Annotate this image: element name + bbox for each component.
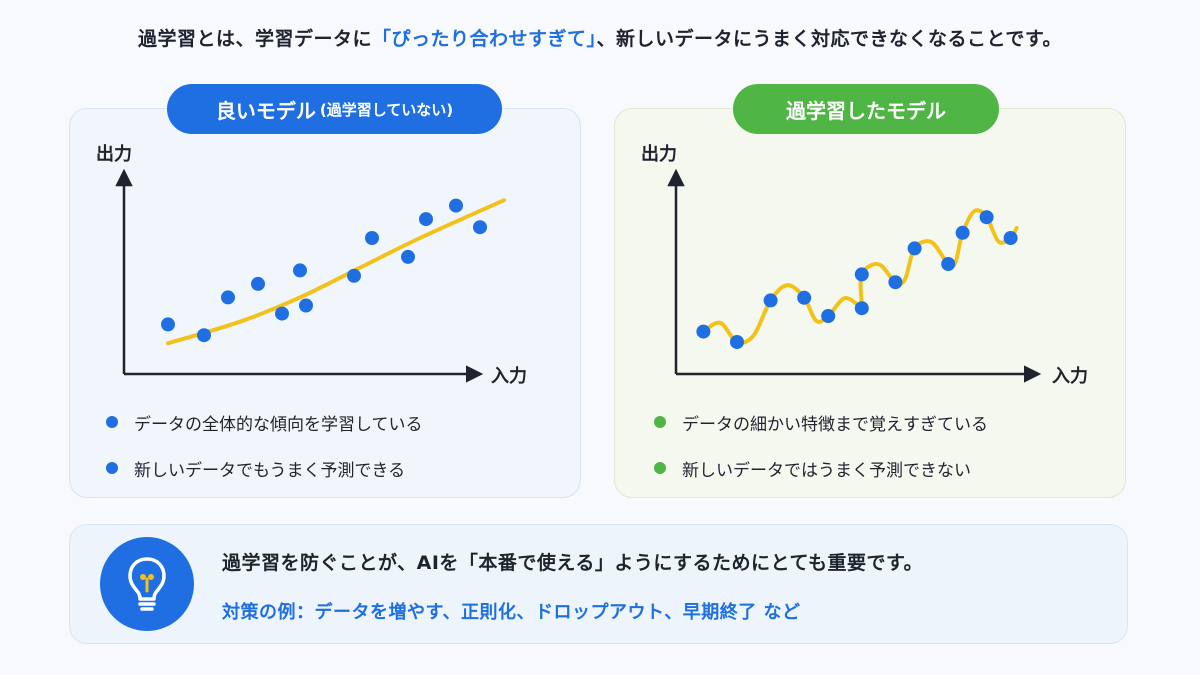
list-item: データの細かい特徴まで覚えすぎている (654, 410, 988, 435)
good-model-title-sub: (過学習していない) (319, 100, 454, 119)
summary-main-text: 過学習を防ぐことが、AIを「本番で使える」ようにするためにとても重要です。 (222, 552, 924, 574)
overfit-x-label: 入力 (1052, 366, 1088, 387)
bullet-dot (106, 462, 118, 474)
data-point (293, 263, 307, 278)
good-y-label: 出力 (96, 144, 132, 165)
data-point (401, 249, 415, 264)
data-point (449, 198, 463, 213)
bullet-dot (654, 416, 666, 428)
data-point (419, 212, 433, 227)
data-point (275, 306, 289, 321)
data-point (251, 276, 265, 291)
intro-after: 、新しいデータにうまく対応できなくなることです。 (596, 28, 1063, 50)
data-point (854, 267, 869, 282)
data-point (941, 257, 956, 271)
data-point (299, 298, 313, 313)
bullet-text: 新しいデータではうまく予測できない (682, 460, 971, 481)
intro-highlight: 「ぴったり合わせすぎて」 (371, 28, 597, 50)
data-point (197, 328, 211, 343)
good-model-plot (161, 198, 506, 346)
lightbulb-icon (100, 537, 194, 631)
good-x-label: 入力 (491, 366, 527, 387)
data-point (730, 335, 744, 349)
summary-box (69, 524, 1128, 644)
overfit-model-title: 過学習したモデル (733, 84, 999, 134)
overfit-model-bullets: データの細かい特徴まで覚えすぎている 新しいデータではうまく予測できない (654, 410, 988, 502)
data-point (854, 301, 869, 316)
data-point (763, 293, 778, 308)
good-model-card (69, 108, 581, 498)
data-point (955, 225, 970, 240)
intro-sentence: 過学習とは、学習データに「ぴったり合わせすぎて」、新しいデータにうまく対応できな… (0, 24, 1200, 51)
good-model-title: 良いモデル (過学習していない) (167, 84, 502, 134)
bullet-text: 新しいデータでもうまく予測できる (134, 460, 406, 481)
data-point (347, 268, 361, 283)
bullet-dot (654, 462, 666, 474)
data-point (365, 231, 379, 245)
bullet-text: データの細かい特徴まで覚えすぎている (682, 414, 988, 435)
bullet-text: データの全体的な傾向を学習している (134, 414, 423, 435)
overfit-y-label: 出力 (641, 144, 677, 165)
data-point (161, 317, 175, 332)
data-point (907, 241, 922, 256)
data-point (473, 220, 487, 235)
fit-curve (166, 198, 506, 346)
data-point (221, 290, 235, 305)
summary-sub-text: 対策の例：データを増やす、正則化、ドロップアウト、早期終了 など (222, 602, 801, 623)
list-item: 新しいデータでもうまく予測できる (106, 456, 423, 481)
data-point (696, 324, 711, 339)
intro-before: 過学習とは、学習データに (137, 28, 372, 50)
overfit-model-title-main: 過学習したモデル (786, 98, 946, 123)
list-item: 新しいデータではうまく予測できない (654, 456, 988, 481)
good-model-title-main: 良いモデル (215, 98, 316, 123)
good-model-bullets: データの全体的な傾向を学習している 新しいデータでもうまく予測できる (106, 410, 423, 502)
data-point (797, 290, 812, 305)
data-point (888, 275, 903, 290)
bullet-dot (106, 416, 118, 428)
data-point (1003, 231, 1018, 245)
list-item: データの全体的な傾向を学習している (106, 410, 423, 435)
data-point (821, 309, 836, 323)
overfit-model-plot (696, 208, 1019, 349)
data-point (979, 210, 994, 225)
